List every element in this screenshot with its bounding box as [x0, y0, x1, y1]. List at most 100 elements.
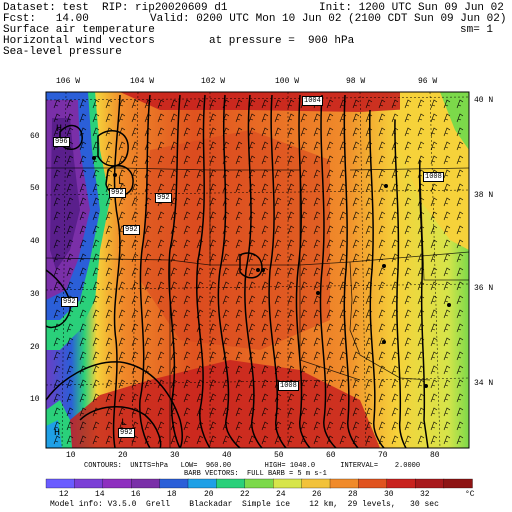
wind-barb	[326, 393, 334, 403]
wind-barb	[157, 127, 165, 137]
wind-barb	[287, 169, 295, 179]
wind-barb	[235, 309, 243, 319]
wind-barb	[196, 211, 204, 221]
wind-barb	[183, 239, 191, 249]
wind-barb	[261, 309, 269, 319]
wind-barb	[339, 183, 347, 193]
wind-barb	[443, 169, 451, 179]
wind-barb	[261, 379, 269, 389]
wind-barb	[430, 141, 438, 151]
wind-barb	[365, 267, 373, 277]
wind-barb	[365, 211, 373, 221]
wind-barb	[105, 295, 113, 305]
wind-barb	[326, 253, 334, 263]
pressure-label: 992	[109, 188, 126, 198]
wind-barb	[313, 267, 321, 277]
pressure-contours	[45, 94, 429, 449]
wind-barb	[235, 211, 243, 221]
wind-barb	[313, 295, 321, 305]
wind-barb	[261, 407, 269, 417]
wind-barb	[443, 309, 451, 319]
wind-barb	[79, 211, 87, 221]
wind-barb	[131, 169, 139, 179]
wind-barb	[183, 281, 191, 291]
y-tick: 50	[30, 184, 40, 193]
wind-barb	[183, 113, 191, 123]
wind-barb	[66, 435, 74, 445]
wind-barb	[326, 141, 334, 151]
wind-barb	[131, 407, 139, 417]
warm-region-center	[140, 130, 330, 350]
wind-barb	[443, 393, 451, 403]
wind-barb	[261, 239, 269, 249]
wind-barb	[235, 113, 243, 123]
wind-barb	[196, 435, 204, 445]
wind-barb	[417, 379, 425, 389]
wind-barb	[326, 309, 334, 319]
colorbar-swatch	[45, 478, 76, 489]
wind-barb	[378, 351, 386, 361]
wind-barb	[183, 337, 191, 347]
wind-barb	[417, 407, 425, 417]
wind-barb	[157, 281, 165, 291]
wind-barb	[118, 421, 126, 431]
wind-barb	[339, 435, 347, 445]
wind-barb	[456, 295, 464, 305]
wind-barb	[157, 141, 165, 151]
colorbar-label: 26	[312, 490, 322, 499]
colorbar-swatch	[329, 478, 360, 489]
wind-barb	[183, 365, 191, 375]
colorbar-swatch	[273, 478, 303, 489]
wind-barb	[443, 365, 451, 375]
wind-barb	[209, 239, 217, 249]
wind-barb	[92, 435, 100, 445]
wind-barb	[131, 379, 139, 389]
colorbar-unit: °C	[465, 490, 475, 499]
wind-barb	[352, 225, 360, 235]
wind-barb	[105, 141, 113, 151]
x-tick: 70	[378, 451, 388, 460]
wind-barb	[352, 211, 360, 221]
wind-barb	[92, 337, 100, 347]
wind-barb	[209, 435, 217, 445]
wind-barb	[209, 407, 217, 417]
wind-barb	[118, 141, 126, 151]
wind-barb	[300, 211, 308, 221]
cool-region-ne-green	[440, 92, 469, 150]
wind-barb	[352, 323, 360, 333]
cool-pocket-sw-blue	[46, 420, 62, 448]
wind-barb	[287, 253, 295, 263]
wind-barb	[261, 169, 269, 179]
wind-barb	[248, 309, 256, 319]
wind-barb	[404, 379, 412, 389]
wind-barb	[378, 211, 386, 221]
wind-barb	[378, 141, 386, 151]
wind-barb	[248, 127, 256, 137]
wind-barb	[209, 323, 217, 333]
wind-barb	[326, 113, 334, 123]
wind-barb	[92, 365, 100, 375]
wind-barb	[92, 379, 100, 389]
wind-barb	[170, 113, 178, 123]
wind-barb	[287, 281, 295, 291]
wind-barb	[53, 155, 61, 165]
wind-barb	[235, 407, 243, 417]
wind-barb	[404, 253, 412, 263]
wind-barb	[352, 365, 360, 375]
wind-barb	[443, 127, 451, 137]
wind-barb	[378, 407, 386, 417]
wind-barb	[196, 127, 204, 137]
wind-barb	[66, 323, 74, 333]
wind-barb	[66, 267, 74, 277]
wind-barb	[313, 141, 321, 151]
wind-barb	[417, 435, 425, 445]
wind-barb	[53, 183, 61, 193]
wind-barb	[209, 365, 217, 375]
wind-barb	[105, 337, 113, 347]
wind-barb	[326, 239, 334, 249]
wind-barb	[118, 407, 126, 417]
y-tick: 60	[30, 132, 40, 141]
wind-barb	[287, 309, 295, 319]
pressure-label: 992	[118, 428, 135, 438]
wind-barb	[196, 155, 204, 165]
